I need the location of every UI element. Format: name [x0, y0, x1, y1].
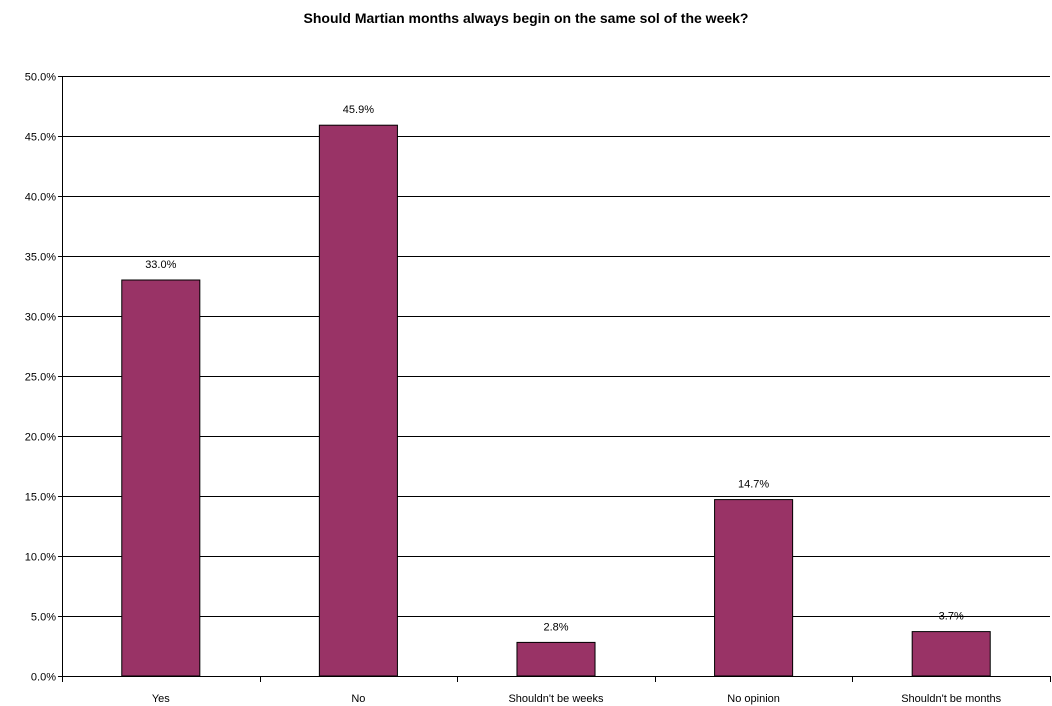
- gridlines: [62, 76, 1050, 677]
- y-tick-label: 40.0%: [25, 192, 56, 204]
- labels: 0.0% 5.0% 10.0% 15.0% 20.0% 25.0% 30.0% 35.0% 40…: [25, 72, 1002, 706]
- axes: [58, 76, 1051, 682]
- data-label: 14.7%: [738, 479, 769, 491]
- y-tick-label: 25.0%: [25, 372, 56, 384]
- x-tick-label: Shouldn't be weeks: [508, 693, 604, 705]
- x-tick-label: No opinion: [727, 693, 780, 705]
- data-label: 33.0%: [145, 259, 176, 271]
- bar: [516, 641, 596, 677]
- y-tick-label: 30.0%: [25, 312, 56, 324]
- y-tick-label: 10.0%: [25, 552, 56, 564]
- bar: [318, 124, 398, 677]
- y-tick-label: 20.0%: [25, 432, 56, 444]
- data-label: 2.8%: [543, 621, 568, 633]
- data-label: 3.7%: [939, 611, 964, 623]
- y-tick-label: 45.0%: [25, 132, 56, 144]
- y-tick-label: 5.0%: [31, 612, 56, 624]
- bar: [121, 279, 201, 677]
- x-tick-label: No: [351, 693, 365, 705]
- bar: [714, 499, 794, 677]
- data-label: 45.9%: [343, 104, 374, 116]
- y-tick-label: 50.0%: [25, 72, 56, 84]
- bars: [121, 124, 991, 677]
- bar: [911, 631, 991, 677]
- x-tick-label: Shouldn't be months: [901, 693, 1001, 705]
- x-tick-label: Yes: [152, 693, 170, 705]
- y-tick-label: 0.0%: [31, 672, 56, 684]
- y-tick-label: 15.0%: [25, 492, 56, 504]
- y-tick-label: 35.0%: [25, 252, 56, 264]
- chart-title: Should Martian months always begin on th…: [303, 10, 749, 26]
